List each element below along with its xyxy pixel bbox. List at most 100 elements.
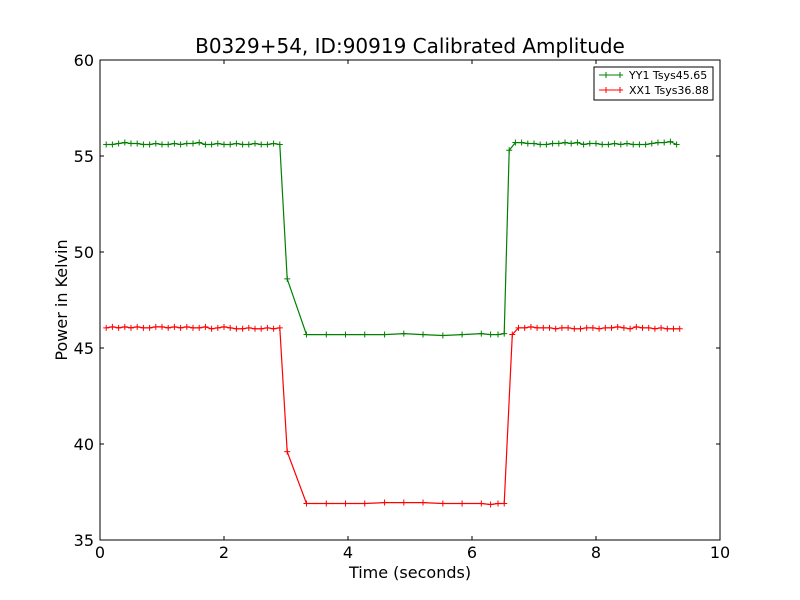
data-point-marker [121, 139, 128, 146]
data-point-marker [103, 141, 110, 148]
data-point-marker [381, 499, 388, 506]
data-point-marker [159, 141, 165, 148]
data-point-marker [270, 325, 277, 332]
chart-title: B0329+54, ID:90919 Calibrated Amplitude [195, 34, 625, 58]
data-point-marker [284, 275, 291, 282]
data-point-marker [152, 323, 159, 330]
data-point-marker [115, 324, 122, 331]
data-point-marker [227, 324, 234, 331]
data-point-marker [245, 324, 252, 331]
data-point-marker [459, 500, 466, 507]
data-point-marker [568, 140, 575, 147]
data-point-marker [196, 139, 203, 146]
data-point-marker [658, 324, 665, 331]
data-point-marker [115, 140, 122, 147]
data-point-marker [177, 324, 184, 331]
data-point-marker [342, 331, 349, 338]
data-point-marker [627, 325, 634, 332]
data-point-marker [303, 331, 310, 338]
data-point-marker [152, 140, 159, 147]
data-point-marker [614, 323, 621, 330]
data-point-marker [270, 140, 277, 147]
data-point-marker [264, 324, 271, 331]
data-point-marker [252, 140, 258, 147]
data-point-marker [509, 331, 516, 338]
data-point-marker [478, 330, 485, 337]
data-point-marker [518, 139, 525, 146]
data-point-marker [673, 141, 680, 148]
series-layer [103, 138, 683, 508]
data-point-marker [134, 140, 141, 147]
data-point-marker [233, 325, 240, 332]
data-point-marker [611, 140, 618, 147]
data-point-marker [537, 141, 544, 148]
data-point-marker [512, 139, 519, 146]
x-tick-label: 10 [710, 543, 730, 562]
data-point-marker [183, 323, 190, 330]
data-point-marker [487, 331, 494, 338]
y-tick-label: 45 [74, 339, 94, 358]
data-point-marker [487, 501, 494, 508]
data-point-marker [599, 141, 606, 148]
data-point-marker [146, 141, 153, 148]
x-tick-label: 0 [95, 543, 105, 562]
data-point-marker [400, 499, 407, 506]
data-point-marker [521, 324, 528, 331]
data-point-marker [361, 331, 368, 338]
plot-background [100, 60, 720, 540]
data-point-marker [159, 323, 165, 330]
data-point-marker [381, 331, 388, 338]
data-point-marker [146, 324, 153, 331]
data-point-marker [420, 331, 427, 338]
data-point-marker [555, 140, 562, 147]
data-point-marker [208, 141, 215, 148]
data-point-marker [661, 139, 668, 146]
y-tick-label: 55 [74, 147, 94, 166]
x-tick-label: 6 [467, 543, 477, 562]
legend-label-xx1: XX1 Tsys36.88 [629, 84, 709, 97]
series-0 [103, 138, 680, 339]
data-point-marker [140, 324, 147, 331]
y-tick-label: 35 [74, 531, 94, 550]
data-point-marker [596, 325, 603, 332]
data-point-marker [605, 141, 612, 148]
data-point-marker [506, 147, 513, 154]
plot-frame [99, 59, 721, 541]
data-point-marker [264, 141, 271, 148]
data-point-marker [190, 140, 196, 147]
x-axis-label: Time (seconds) [348, 563, 471, 582]
data-point-marker [549, 140, 556, 147]
data-point-marker [196, 324, 203, 331]
data-point-marker [546, 324, 553, 331]
data-point-marker [183, 140, 190, 147]
data-point-marker [121, 323, 128, 330]
data-point-marker [501, 330, 508, 337]
legend-label-yy1: YY1 Tsys45.65 [628, 69, 707, 82]
data-point-marker [540, 324, 547, 331]
data-point-marker [589, 324, 596, 331]
data-point-marker [233, 140, 240, 147]
data-point-marker [323, 500, 330, 507]
data-point-marker [103, 324, 110, 331]
data-point-marker [565, 324, 572, 331]
data-point-marker [593, 140, 599, 147]
data-point-marker [165, 324, 172, 331]
data-point-marker [165, 141, 172, 148]
data-point-marker [420, 499, 427, 506]
data-point-marker [177, 141, 184, 148]
data-point-marker [128, 324, 134, 331]
data-point-marker [361, 500, 368, 507]
data-point-marker [645, 324, 652, 331]
data-point-marker [534, 324, 541, 331]
data-point-marker [617, 141, 624, 148]
data-point-marker [276, 141, 283, 148]
data-point-marker [580, 141, 587, 148]
data-point-marker [258, 325, 265, 332]
data-point-marker [552, 325, 559, 332]
data-point-marker [527, 323, 534, 330]
data-point-marker [171, 140, 178, 147]
data-point-marker [208, 325, 215, 332]
x-tick-label: 8 [591, 543, 601, 562]
data-point-marker [571, 325, 578, 332]
data-point-marker [128, 140, 134, 147]
